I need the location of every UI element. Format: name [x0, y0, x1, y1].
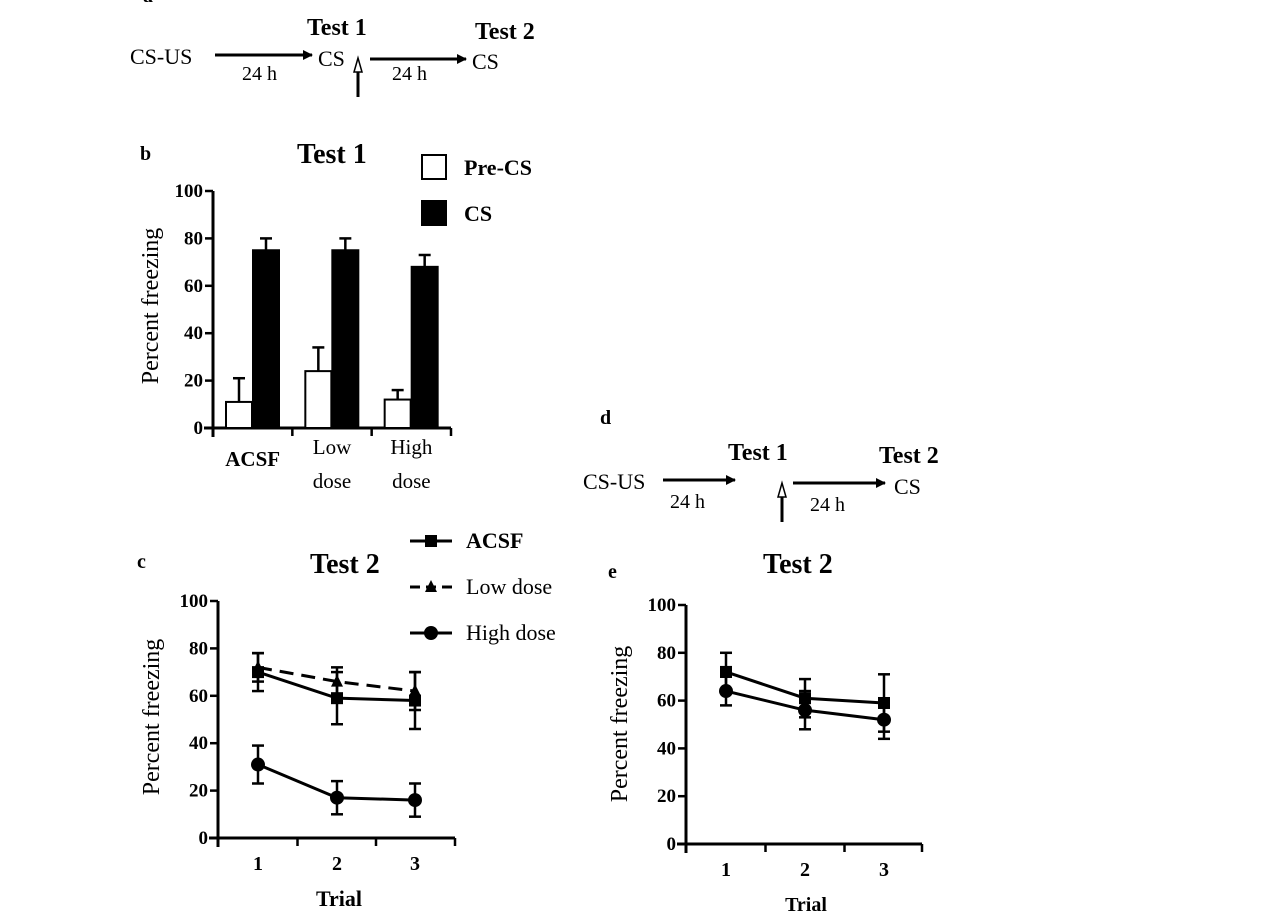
panel-c-xlabel: Trial [316, 886, 362, 911]
panel-b-category-label: ACSF [225, 447, 280, 471]
panel-b-y-tick-label: 60 [184, 276, 203, 297]
panel-b-legend-swatch [421, 200, 447, 226]
panel-c-legend-marker [425, 535, 437, 547]
panel-c-legend-label: Low dose [466, 574, 552, 599]
panel-d-infusion-arrow-icon [777, 480, 787, 522]
panel-d-interval-1: 24 h [670, 491, 705, 513]
panel-b-y-tick-label: 20 [184, 371, 203, 392]
panel-b-ylabel: Percent freezing [138, 228, 164, 385]
panel-c-series-low-dose-marker [409, 684, 421, 697]
panel-e-y-tick-label: 60 [657, 691, 676, 712]
panel-c-line-chart: c Test 2 Percent freezing Trial 0 20 40 60 8… [137, 528, 556, 911]
panel-e-series-drug-marker [877, 712, 891, 727]
panel-b-category-label: dose [392, 469, 431, 493]
panel-b-category-label: dose [313, 469, 352, 493]
panel-a-interval-1: 24 h [242, 63, 277, 85]
panel-b-bar-cs [331, 249, 360, 429]
panel-b-legend-label: CS [464, 201, 492, 226]
panel-a-test1-stim: CS [318, 46, 345, 71]
panel-c-ylabel: Percent freezing [139, 639, 165, 796]
panel-b-bar-chart: b Test 1 Percent freezing 0 20 40 60 80 100 AC… [138, 139, 532, 493]
panel-b-bar-pre-cs [304, 370, 333, 429]
panel-e-series-drug-marker [719, 684, 733, 699]
panel-b-category-label: Low [313, 435, 352, 459]
panel-a-test1-title: Test 1 [307, 15, 367, 41]
panel-d-label: d [600, 407, 611, 429]
panel-d-test1-title: Test 1 [728, 440, 788, 466]
panel-c-label: c [137, 551, 146, 573]
panel-e-series-acsf-marker [720, 665, 732, 678]
panel-c-series-low-dose-line [257, 665, 416, 693]
panel-e-x-tick-label: 1 [721, 859, 731, 881]
panel-c-y-tick-label: 40 [189, 733, 208, 754]
panel-e-label: e [608, 561, 617, 583]
panel-b-label: b [140, 143, 151, 165]
panel-d-test2-title: Test 2 [879, 443, 939, 469]
panel-a-label: a [143, 0, 153, 7]
panel-e-y-tick-label: 0 [667, 834, 677, 855]
panel-b-bar-cs [252, 249, 280, 429]
panel-c-y-tick-label: 60 [189, 686, 208, 707]
panel-b-y-tick-label: 0 [194, 418, 204, 439]
panel-b-legend-swatch [421, 154, 447, 180]
panel-c-y-tick-label: 0 [199, 828, 209, 849]
panel-d-protocol: d CS-US 24 h Test 1 24 h Test 2 CS [583, 407, 939, 522]
panel-c-series-high-dose-marker [330, 790, 344, 805]
panel-e-y-tick-label: 20 [657, 786, 676, 807]
panel-b-y-tick-label: 40 [184, 323, 203, 344]
panel-c-legend-label: ACSF [466, 528, 523, 553]
panel-e-x-tick-label: 2 [800, 859, 810, 881]
panel-c-legend-label: High dose [466, 620, 556, 645]
panel-b-bar-cs [410, 265, 439, 429]
panel-b-title: Test 1 [297, 139, 367, 170]
panel-d-interval-2: 24 h [810, 494, 845, 516]
panel-d-start: CS-US [583, 469, 645, 494]
panel-c-legend-marker [424, 626, 438, 640]
panel-a-test2-stim: CS [472, 49, 499, 74]
panel-c-legend-marker [425, 580, 437, 592]
panel-e-y-tick-label: 40 [657, 738, 676, 759]
panel-b-y-tick-label: 80 [184, 228, 203, 249]
panel-e-series-drug-marker [798, 703, 812, 718]
panel-e-y-tick-label: 80 [657, 643, 676, 664]
panel-c-y-tick-label: 80 [189, 638, 208, 659]
panel-c-y-tick-label: 100 [180, 591, 209, 612]
panel-d-test2-stim: CS [894, 474, 921, 499]
panel-b-y-tick-label: 100 [175, 181, 204, 202]
panel-c-title: Test 2 [310, 549, 380, 580]
panel-b-legend-label: Pre-CS [464, 155, 532, 180]
panel-a-start: CS-US [130, 44, 192, 69]
panel-a-test2-title: Test 2 [475, 19, 535, 45]
panel-c-x-tick-label: 2 [332, 853, 342, 875]
panel-e-title: Test 2 [763, 549, 833, 580]
panel-c-y-tick-label: 20 [189, 781, 208, 802]
panel-c-series-high-dose-marker [408, 793, 422, 808]
panel-a-interval-2: 24 h [392, 63, 427, 85]
panel-a-infusion-arrow-icon [353, 55, 363, 97]
panel-c-series-low-dose-marker [331, 674, 343, 687]
panel-e-xlabel: Trial [785, 894, 827, 916]
panel-c-x-tick-label: 1 [253, 853, 263, 875]
panel-b-bar-pre-cs [383, 398, 412, 429]
panel-e-line-chart: e Test 2 Percent freezing Trial 0 20 40 60 8… [607, 549, 924, 916]
panel-e-ylabel: Percent freezing [607, 646, 633, 803]
panel-b-category-label: High [390, 435, 433, 459]
panel-a-protocol: a CS-US 24 h Test 1 CS 24 h Test 2 CS [130, 0, 535, 97]
panel-c-x-tick-label: 3 [410, 853, 420, 875]
panel-e-y-tick-label: 100 [648, 595, 677, 616]
panel-c-series-low-dose-marker [252, 660, 264, 673]
panel-b-bar-pre-cs [225, 400, 253, 429]
panel-c-series-high-dose-marker [251, 757, 265, 772]
panel-e-x-tick-label: 3 [879, 859, 889, 881]
